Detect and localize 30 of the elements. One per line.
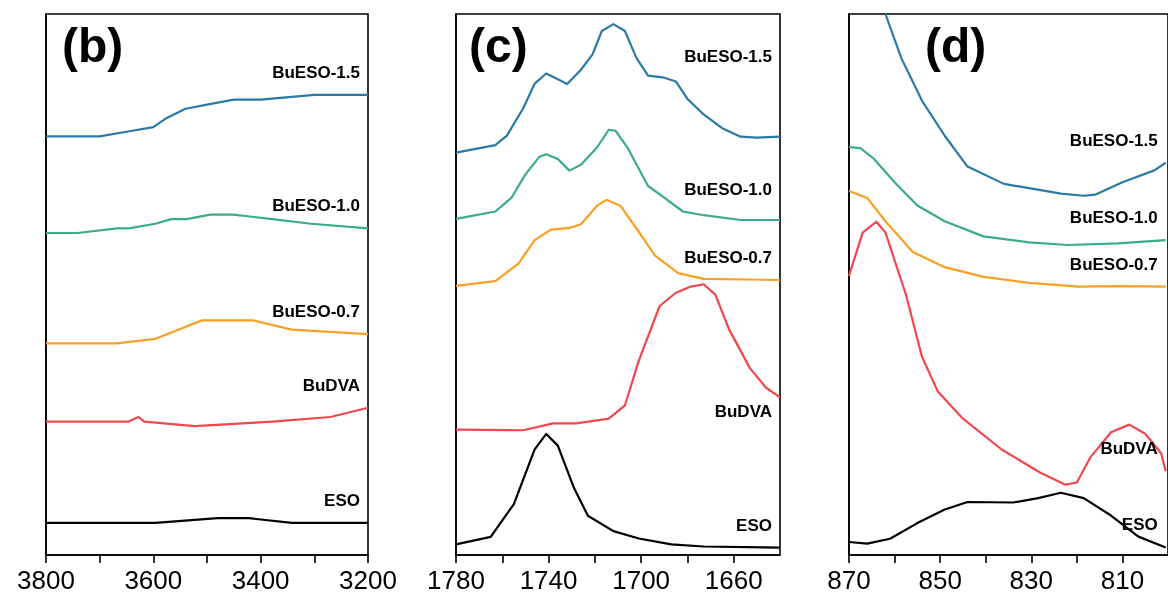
series-label: ESO [1121, 515, 1158, 535]
series-label: BuDVA [1100, 439, 1158, 459]
series-label: BuESO-1.5 [684, 46, 772, 66]
x-tick-label: 850 [918, 565, 962, 595]
x-tick-label: 810 [1100, 565, 1145, 595]
series-label: BuESO-1.0 [684, 179, 772, 199]
series-label: BuDVA [302, 375, 360, 395]
series-label: ESO [736, 515, 772, 535]
x-tick-label: 1780 [427, 565, 485, 595]
series-label: BuESO-1.5 [272, 62, 360, 82]
x-tick-label: 1740 [519, 565, 578, 595]
chart-title: (b) [62, 18, 124, 72]
chart-title: (c) [469, 18, 528, 72]
series-label: BuESO-1.0 [272, 196, 360, 216]
series-label: BuESO-1.5 [1069, 130, 1158, 150]
x-tick-label: 3600 [124, 565, 183, 595]
series-label: ESO [324, 490, 360, 510]
x-tick-label: 830 [1009, 565, 1053, 595]
x-tick-label: 3200 [339, 565, 397, 595]
x-tick-label: 1660 [704, 565, 763, 595]
x-tick-label: 3800 [17, 565, 75, 595]
series-label: BuESO-0.7 [1069, 254, 1158, 274]
chart-title: (d) [925, 18, 987, 72]
series-label: BuESO-0.7 [684, 247, 772, 267]
x-tick-label: 1700 [612, 565, 671, 595]
series-label: BuESO-0.7 [272, 302, 360, 322]
series-label: BuDVA [714, 402, 772, 422]
x-tick-label: 870 [827, 565, 871, 595]
series-label: BuESO-1.0 [1069, 208, 1158, 228]
x-tick-label: 3400 [231, 565, 290, 595]
